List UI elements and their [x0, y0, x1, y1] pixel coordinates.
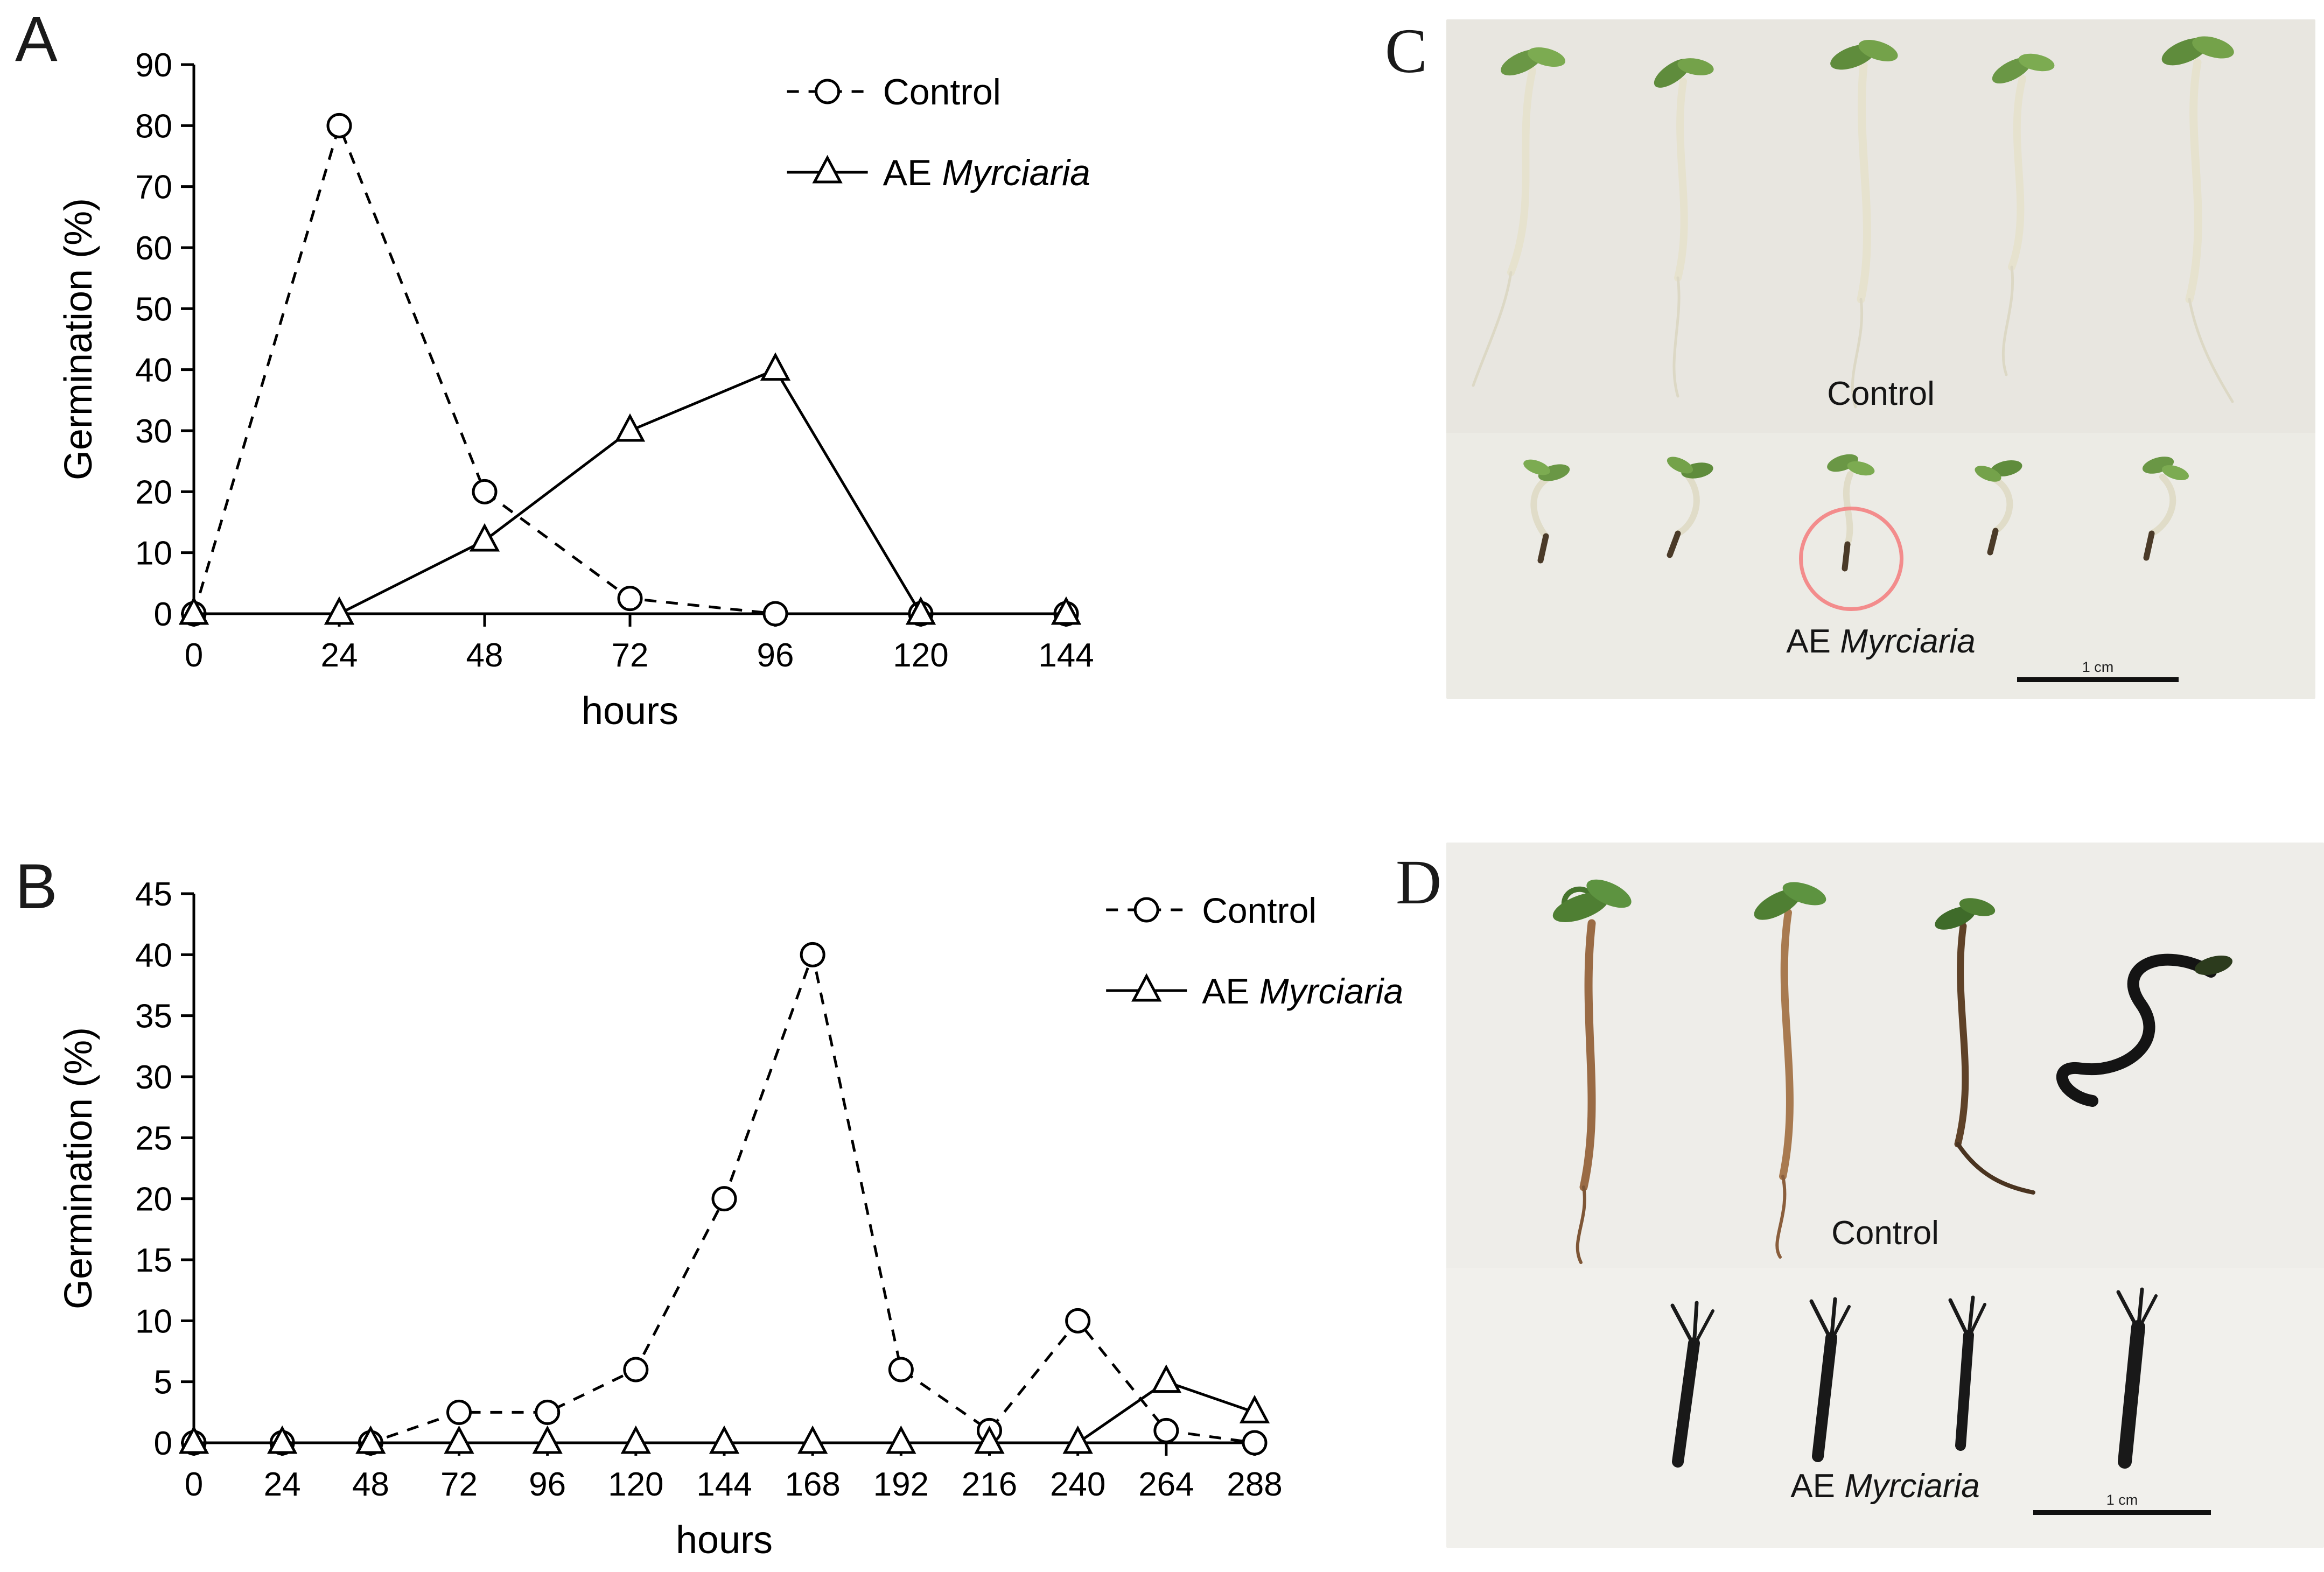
svg-text:30: 30: [135, 1059, 172, 1096]
svg-text:24: 24: [321, 637, 358, 674]
svg-text:10: 10: [135, 535, 172, 572]
svg-text:20: 20: [135, 1181, 172, 1218]
photo-c-scale-label: 1 cm: [2082, 659, 2114, 675]
svg-text:hours: hours: [676, 1519, 773, 1562]
svg-text:264: 264: [1138, 1466, 1194, 1503]
svg-text:120: 120: [893, 637, 948, 674]
svg-text:144: 144: [696, 1466, 752, 1503]
photo-d-scale-label: 1 cm: [2106, 1492, 2138, 1508]
svg-text:96: 96: [757, 637, 794, 674]
svg-text:70: 70: [135, 169, 172, 206]
svg-text:25: 25: [135, 1120, 172, 1157]
svg-text:15: 15: [135, 1242, 172, 1279]
svg-text:0: 0: [154, 596, 172, 633]
photo-c-leaves: [1501, 36, 2234, 88]
svg-text:AE Myrciaria: AE Myrciaria: [883, 152, 1090, 193]
svg-text:192: 192: [873, 1466, 929, 1503]
svg-text:0: 0: [185, 637, 203, 674]
svg-text:48: 48: [466, 637, 503, 674]
panel-c-label: C: [1385, 16, 1427, 86]
svg-text:AE Myrciaria: AE Myrciaria: [1202, 971, 1403, 1011]
svg-text:96: 96: [529, 1466, 566, 1503]
svg-text:Control: Control: [1202, 890, 1317, 930]
svg-text:72: 72: [612, 637, 649, 674]
svg-text:80: 80: [135, 108, 172, 145]
svg-text:20: 20: [135, 474, 172, 511]
svg-text:0: 0: [185, 1466, 203, 1503]
svg-text:144: 144: [1038, 637, 1094, 674]
chart-b-germination: 0 5 10 15 20 25 30 35 40 45 0 24 48 72 96 120 144 168 192 2…: [57, 876, 1403, 1562]
photo-c: Control AE Myrciaria 1 cm: [1446, 19, 2315, 699]
photo-d-image: [1446, 843, 2324, 1548]
panel-d-label: D: [1396, 847, 1442, 917]
svg-text:60: 60: [135, 230, 172, 267]
chart-a-germination: 0 10 20 30 40 50 60 70 80 90 0 24 48 72 96 120 144 hours G…: [57, 47, 1094, 733]
svg-text:240: 240: [1050, 1466, 1105, 1503]
svg-text:5: 5: [154, 1364, 172, 1401]
svg-text:35: 35: [135, 998, 172, 1035]
svg-text:90: 90: [135, 47, 172, 84]
svg-text:30: 30: [135, 413, 172, 450]
svg-text:216: 216: [962, 1466, 1017, 1503]
svg-text:50: 50: [135, 291, 172, 328]
panel-b-label: B: [15, 851, 58, 922]
svg-text:48: 48: [352, 1466, 389, 1503]
svg-text:Control: Control: [883, 72, 1001, 113]
svg-text:Germination (%): Germination (%): [57, 1027, 100, 1309]
photo-c-sprout-leaves: [1523, 454, 2189, 482]
svg-text:45: 45: [135, 876, 172, 913]
svg-text:24: 24: [264, 1466, 301, 1503]
photo-c-scalebar: [2017, 677, 2179, 682]
panel-a-label: A: [15, 4, 58, 75]
svg-text:40: 40: [135, 937, 172, 974]
svg-text:120: 120: [608, 1466, 663, 1503]
svg-text:Germination (%): Germination (%): [57, 198, 100, 480]
svg-text:hours: hours: [582, 690, 678, 733]
svg-text:0: 0: [154, 1425, 172, 1462]
svg-text:168: 168: [785, 1466, 840, 1503]
svg-text:288: 288: [1227, 1466, 1282, 1503]
photo-d: Control AE Myrciaria 1 cm: [1446, 843, 2324, 1548]
photo-d-leaves: [1552, 879, 2233, 976]
highlight-circle: [1799, 507, 1903, 611]
svg-text:72: 72: [440, 1466, 478, 1503]
svg-text:10: 10: [135, 1303, 172, 1340]
svg-text:40: 40: [135, 352, 172, 389]
photo-d-scalebar: [2033, 1510, 2211, 1515]
